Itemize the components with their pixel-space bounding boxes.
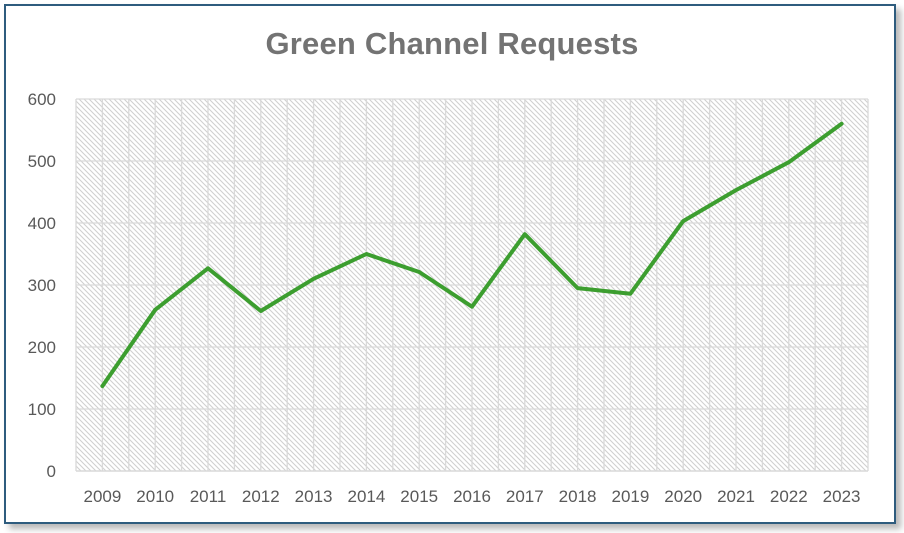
x-tick-label: 2019 <box>611 487 649 506</box>
x-tick-label: 2016 <box>453 487 491 506</box>
y-tick-label: 500 <box>28 152 56 171</box>
x-tick-label: 2020 <box>664 487 702 506</box>
x-tick-label: 2013 <box>295 487 333 506</box>
x-tick-label: 2017 <box>506 487 544 506</box>
y-tick-label: 0 <box>47 462 56 481</box>
x-tick-label: 2018 <box>559 487 597 506</box>
x-tick-label: 2012 <box>242 487 280 506</box>
x-tick-label: 2011 <box>190 487 227 506</box>
data-series-line <box>100 121 844 389</box>
x-tick-label: 2009 <box>83 487 121 506</box>
x-tick-label: 2014 <box>347 487 385 506</box>
y-tick-label: 400 <box>28 214 56 233</box>
y-tick-label: 200 <box>28 338 56 357</box>
y-tick-label: 300 <box>28 276 56 295</box>
x-tick-label: 2021 <box>717 487 755 506</box>
x-axis-labels: 2009 2010 2011 2012 2013 2014 2015 2016 2017 2018… <box>83 487 860 506</box>
plot-area: 0 100 200 300 400 500 600 2009 2010 2011 2012 2013… <box>28 90 869 506</box>
x-tick-label: 2023 <box>823 487 861 506</box>
y-tick-label: 600 <box>28 90 56 109</box>
gridlines <box>75 98 869 472</box>
x-tick-label: 2022 <box>770 487 808 506</box>
x-tick-label: 2015 <box>400 487 438 506</box>
chart-title: Green Channel Requests <box>265 26 639 61</box>
y-tick-label: 100 <box>28 400 56 419</box>
x-tick-label: 2010 <box>136 487 174 506</box>
y-axis-labels: 0 100 200 300 400 500 600 <box>28 90 56 481</box>
